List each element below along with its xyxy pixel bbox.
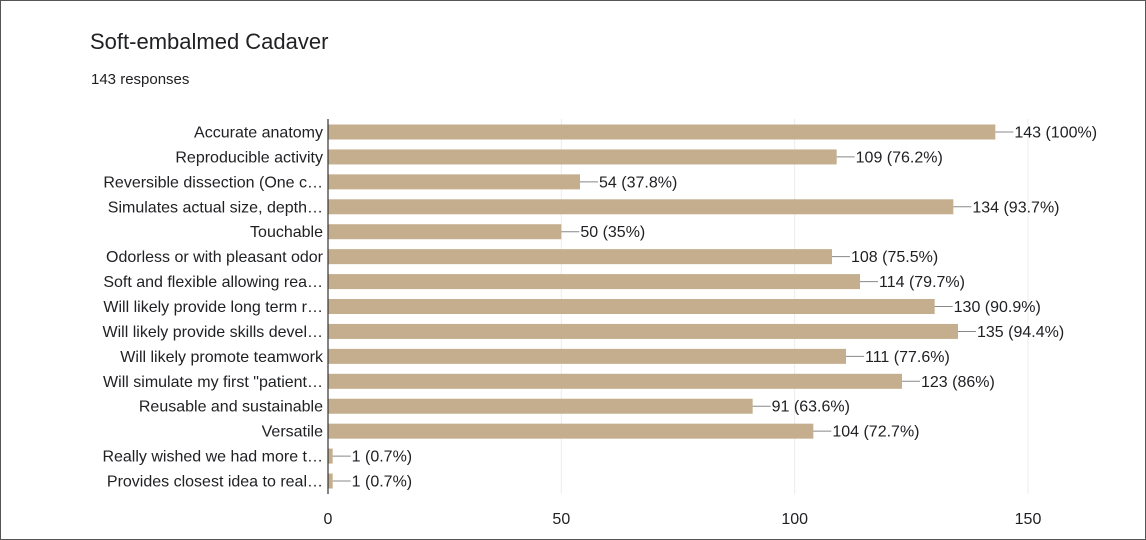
bar — [328, 174, 580, 190]
bar — [328, 124, 996, 140]
data-label: 130 (90.9%) — [954, 299, 1041, 316]
data-label: 54 (37.8%) — [599, 174, 677, 191]
category-label: Accurate anatomy — [194, 125, 323, 142]
data-label: 109 (76.2%) — [856, 149, 943, 166]
category-label: Will likely promote teamwork — [120, 349, 324, 366]
bar — [328, 423, 814, 439]
category-label: Reproducible activity — [175, 149, 323, 166]
bar — [328, 448, 333, 464]
data-label: 111 (77.6%) — [865, 349, 950, 366]
bar — [328, 149, 837, 165]
category-label: Simulates actual size, depth… — [108, 199, 323, 216]
data-label: 91 (63.6%) — [772, 399, 850, 416]
category-label: Reversible dissection (One c… — [103, 174, 323, 191]
bar — [328, 473, 333, 489]
data-label: 135 (94.4%) — [977, 324, 1064, 341]
data-label: 123 (86%) — [921, 374, 995, 391]
data-label: 134 (93.7%) — [972, 199, 1059, 216]
x-tick-label: 150 — [1015, 511, 1042, 528]
category-label: Really wished we had more t… — [102, 449, 323, 466]
data-label: 108 (75.5%) — [851, 249, 938, 266]
bar — [328, 373, 902, 389]
data-label: 1 (0.7%) — [352, 449, 412, 466]
bar — [328, 249, 832, 265]
bar — [328, 224, 562, 240]
category-label: Will likely provide skills devel… — [103, 324, 324, 341]
category-label: Versatile — [262, 424, 323, 441]
data-label: 114 (79.7%) — [879, 274, 965, 291]
category-label: Reusable and sustainable — [139, 399, 323, 416]
category-label: Provides closest idea to real… — [107, 474, 323, 491]
chart-title: Soft-embalmed Cadaver — [90, 29, 329, 54]
category-label: Touchable — [250, 224, 323, 241]
bar — [328, 299, 935, 315]
data-label: 1 (0.7%) — [352, 474, 412, 491]
bar — [328, 323, 958, 339]
data-label: 50 (35%) — [580, 224, 645, 241]
data-label: 104 (72.7%) — [832, 424, 919, 441]
category-label: Will likely provide long term r… — [103, 299, 323, 316]
bar — [328, 348, 846, 364]
bar — [328, 199, 954, 215]
x-tick-label: 50 — [552, 511, 570, 528]
category-label: Odorless or with pleasant odor — [106, 249, 324, 266]
bar — [328, 274, 860, 290]
x-tick-label: 0 — [324, 511, 333, 528]
category-label: Will simulate my first "patient… — [103, 374, 323, 391]
bar — [328, 398, 753, 414]
category-label: Soft and flexible allowing rea… — [103, 274, 323, 291]
data-label: 143 (100%) — [1014, 125, 1097, 142]
response-count: 143 responses — [91, 71, 190, 88]
x-tick-label: 100 — [781, 511, 808, 528]
